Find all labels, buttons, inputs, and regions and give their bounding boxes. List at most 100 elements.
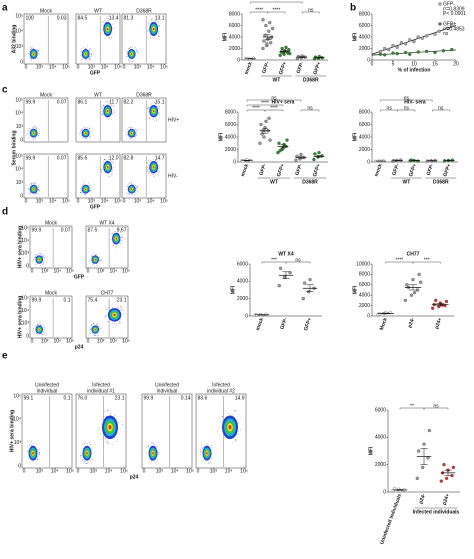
- error-bar: [306, 284, 314, 292]
- event-dot: [29, 445, 31, 447]
- flow-tick-label: 0: [25, 198, 28, 204]
- density-contour: [38, 328, 40, 331]
- density-contour: [84, 53, 87, 55]
- event-dot: [127, 48, 129, 50]
- event-dot: [151, 103, 153, 105]
- event-dot: [82, 192, 84, 194]
- event-dot: [111, 304, 113, 306]
- event-dot: [40, 325, 42, 326]
- event-dot: [36, 325, 38, 327]
- event-dot: [36, 184, 37, 186]
- event-dot: [30, 49, 32, 51]
- data-point: [264, 312, 268, 316]
- chart-title: HIV- sera: [404, 99, 426, 105]
- data-point: [301, 297, 305, 301]
- event-dot: [87, 127, 89, 129]
- event-dot: [112, 307, 113, 308]
- event-dot: [125, 134, 126, 136]
- x-tick-label: 5: [392, 61, 395, 67]
- event-dot: [36, 324, 38, 326]
- x-tick-label: 10: [411, 61, 417, 67]
- event-dot: [122, 237, 123, 238]
- event-dot: [83, 461, 85, 462]
- event-dot: [127, 52, 128, 54]
- y-tick-label: 8000: [359, 272, 370, 278]
- event-dot: [89, 59, 90, 61]
- event-dot: [159, 113, 160, 115]
- data-point: [391, 51, 395, 55]
- event-dot: [148, 23, 149, 25]
- event-dot: [90, 333, 91, 334]
- event-dot: [32, 47, 34, 49]
- group-label: D368R: [433, 179, 449, 185]
- y-tick-label: 6000: [225, 122, 236, 128]
- event-dot: [106, 442, 108, 444]
- event-dot: [200, 449, 202, 450]
- event-dot: [112, 113, 114, 114]
- y-tick-label: 6000: [359, 23, 370, 29]
- event-dot: [240, 429, 242, 430]
- event-dot: [157, 33, 159, 35]
- data-point: [382, 53, 387, 57]
- event-dot: [37, 459, 38, 461]
- data-point: [269, 41, 273, 45]
- event-dot: [89, 191, 91, 193]
- data-point: [280, 46, 284, 51]
- event-dot: [148, 172, 150, 174]
- event-dot: [112, 444, 114, 446]
- event-dot: [38, 187, 40, 189]
- significance-label: ns: [295, 257, 301, 263]
- significance-label: ****: [270, 105, 278, 111]
- event-dot: [85, 194, 86, 196]
- event-dot: [37, 254, 38, 256]
- event-dot: [156, 158, 158, 160]
- event-dot: [153, 103, 155, 105]
- event-dot: [117, 307, 118, 309]
- event-dot: [108, 175, 109, 177]
- y-tick-label: 8000: [229, 11, 240, 17]
- density-contour: [113, 313, 116, 317]
- event-dot: [89, 129, 90, 131]
- y-axis-label: MFI: [218, 132, 224, 141]
- event-dot: [154, 102, 155, 104]
- flow-tick-label: 10³: [36, 64, 44, 70]
- event-dot: [128, 48, 130, 49]
- event-dot: [103, 410, 105, 412]
- event-dot: [235, 440, 236, 442]
- quadrant-percent: 86.1: [78, 99, 88, 105]
- event-dot: [114, 230, 115, 232]
- event-dot: [118, 422, 120, 423]
- data-point: [437, 304, 441, 309]
- event-dot: [112, 232, 114, 234]
- quadrant-percent: 15.1: [155, 99, 165, 105]
- event-dot: [83, 126, 85, 128]
- event-dot: [34, 138, 36, 139]
- data-point: [264, 119, 268, 124]
- category-label: GFP+: [303, 317, 313, 332]
- event-dot: [100, 418, 102, 420]
- event-dot: [120, 236, 121, 238]
- y-axis-label: MFI: [230, 285, 236, 294]
- event-dot: [82, 443, 84, 445]
- event-dot: [27, 450, 29, 452]
- event-dot: [113, 244, 114, 246]
- density-contour: [32, 53, 35, 55]
- y-axis-label: MFI: [352, 285, 358, 294]
- event-dot: [130, 183, 132, 185]
- category-label: GFP+: [408, 163, 418, 178]
- data-point: [313, 55, 318, 59]
- event-dot: [30, 183, 32, 185]
- y-tick-label: 4000: [237, 279, 248, 285]
- quadrant-percent: 81.3: [124, 15, 134, 21]
- event-dot: [83, 458, 85, 460]
- data-point: [263, 33, 267, 37]
- event-dot: [86, 46, 88, 48]
- data-point: [260, 132, 264, 136]
- flow-tick-label: 10³: [210, 468, 218, 474]
- event-dot: [105, 317, 106, 319]
- event-dot: [104, 21, 106, 23]
- category-label: GFP-: [391, 163, 401, 177]
- data-point: [399, 158, 403, 162]
- event-dot: [108, 158, 109, 160]
